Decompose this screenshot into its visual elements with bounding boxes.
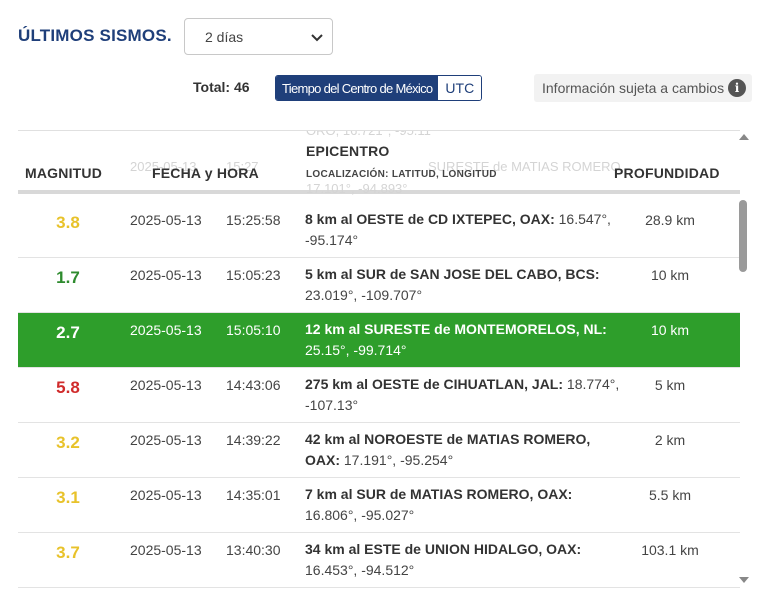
ghost-text-bottom: 17.101°, -94.893° [306,181,408,196]
epicenter-value: 7 km al SUR de MATIAS ROMERO, OAX: 16.80… [305,484,620,526]
timezone-toggle: Tiempo del Centro de México UTC [275,75,483,101]
column-depth[interactable]: PROFUNDIDAD [614,165,720,181]
table-header: ORO, 16.721°, -95.11° 2025-05-13 15:27 S… [18,130,740,196]
date-value: 2025-05-13 [130,487,202,503]
depth-value: 5 km [654,377,686,393]
epicenter-coords: 16.806°, -95.027° [305,507,415,523]
time-value: 15:05:23 [226,267,281,283]
time-value: 13:40:30 [226,542,281,558]
date-value: 2025-05-13 [130,267,202,283]
magnitude-value: 3.2 [56,433,80,452]
table-row[interactable]: 3.8 2025-05-13 15:25:58 8 km al OESTE de CD… [18,203,740,258]
epicenter-value: 8 km al OESTE de CD IXTEPEC, OAX: 16.547… [305,209,620,251]
table-row[interactable]: 2.7 2025-05-13 15:05:10 12 km al SURESTE de… [18,313,740,368]
ghost-text-top: ORO, 16.721°, -95.11° [306,130,437,138]
date-value: 2025-05-13 [130,212,202,228]
depth-value: 28.9 km [645,212,695,228]
epicenter-coords: 16.453°, -94.512° [305,562,415,578]
chevron-down-icon [311,34,323,42]
date-value: 2025-05-13 [130,322,202,338]
table-row[interactable]: 3.7 2025-05-13 13:40:30 34 km al ESTE de UN… [18,533,740,588]
scrollbar-thumb[interactable] [739,200,747,272]
info-notice: Información sujeta a cambios i [534,74,752,102]
epicenter-place: 5 km al SUR de SAN JOSE DEL CABO, BCS: [305,266,600,282]
page-title: ÚLTIMOS SISMOS. [18,26,172,45]
epicenter-place: 34 km al ESTE de UNION HIDALGO, OAX: [305,541,582,557]
magnitude-value: 1.7 [56,268,80,287]
depth-value: 103.1 km [641,542,699,558]
epicenter-value: 12 km al SURESTE de MONTEMORELOS, NL: 25… [305,319,620,361]
scroll-down-arrow-icon[interactable] [739,577,749,583]
time-value: 14:35:01 [226,487,281,503]
magnitude-value: 2.7 [56,323,80,342]
ghost-text-place: SURESTE de MATIAS ROMERO [428,159,621,174]
time-value: 15:05:10 [226,322,281,338]
epicenter-coords: 17.191°, -95.254° [343,452,454,468]
magnitude-value: 5.8 [56,378,80,397]
depth-value: 5.5 km [648,487,691,503]
info-notice-text: Información sujeta a cambios [542,80,725,96]
time-value: 14:43:06 [226,377,281,393]
table-row[interactable]: 3.2 2025-05-13 14:39:22 42 km al NOROESTE d… [18,423,740,478]
column-epicenter[interactable]: EPICENTRO [306,143,390,159]
depth-value: 10 km [650,322,690,338]
time-value: 15:25:58 [226,212,281,228]
depth-value: 2 km [654,432,686,448]
ghost-text-date: 2025-05-13 [130,159,197,174]
epicenter-place: 42 km al NOROESTE de MATIAS ROMERO, OAX: [305,431,591,468]
epicenter-place: 8 km al OESTE de CD IXTEPEC, OAX: [305,211,555,227]
epicenter-coords: 23.019°, -109.707° [305,287,423,303]
timezone-local-button[interactable]: Tiempo del Centro de México [276,76,439,100]
column-datetime[interactable]: FECHA y HORA [152,165,259,181]
epicenter-coords: 18.774°, -107.13° [305,376,620,413]
epicenter-value: 34 km al ESTE de UNION HIDALGO, OAX: 16.… [305,539,620,581]
column-magnitude[interactable]: MAGNITUD [25,165,103,181]
epicenter-value: 5 km al SUR de SAN JOSE DEL CABO, BCS: 2… [305,264,620,306]
epicenter-place: 7 km al SUR de MATIAS ROMERO, OAX: [305,486,573,502]
scroll-up-arrow-icon[interactable] [739,134,749,140]
magnitude-value: 3.7 [56,543,80,562]
date-value: 2025-05-13 [130,377,202,393]
earthquake-table: ORO, 16.721°, -95.11° 2025-05-13 15:27 S… [18,130,740,595]
ghost-text-time: 15:27 [226,159,259,174]
period-select-value: 2 días [205,28,244,45]
epicenter-coords: 25.15°, -99.714° [305,342,407,358]
info-circle-icon[interactable]: i [728,79,746,97]
magnitude-value: 3.8 [56,213,80,232]
table-row[interactable]: 3.1 2025-05-13 14:35:01 7 km al SUR de MATI… [18,478,740,533]
table-row[interactable]: 5.8 2025-05-13 14:43:06 275 km al OESTE de … [18,368,740,423]
table-row[interactable]: 1.7 2025-05-13 15:05:23 5 km al SUR de SAN … [18,258,740,313]
date-value: 2025-05-13 [130,542,202,558]
epicenter-coords: 16.547°, -95.174° [305,211,611,248]
column-epicenter-sub: LOCALIZACIÓN: LATITUD, LONGITUD [306,169,497,180]
time-value: 14:39:22 [226,432,281,448]
date-value: 2025-05-13 [130,432,202,448]
magnitude-value: 3.1 [56,488,80,507]
total-count: Total: 46 [193,79,250,95]
table-scrollbar[interactable] [737,130,751,595]
table-body: 3.8 2025-05-13 15:25:58 8 km al OESTE de CD… [18,203,740,588]
timezone-utc-button[interactable]: UTC [438,76,482,100]
epicenter-place: 12 km al SURESTE de MONTEMORELOS, NL: [305,321,607,337]
epicenter-place: 275 km al OESTE de CIHUATLAN, JAL: [305,376,564,392]
period-select[interactable]: 2 días [184,18,333,55]
epicenter-value: 42 km al NOROESTE de MATIAS ROMERO, OAX:… [305,429,620,471]
depth-value: 10 km [650,267,690,283]
epicenter-value: 275 km al OESTE de CIHUATLAN, JAL: 18.77… [305,374,620,416]
